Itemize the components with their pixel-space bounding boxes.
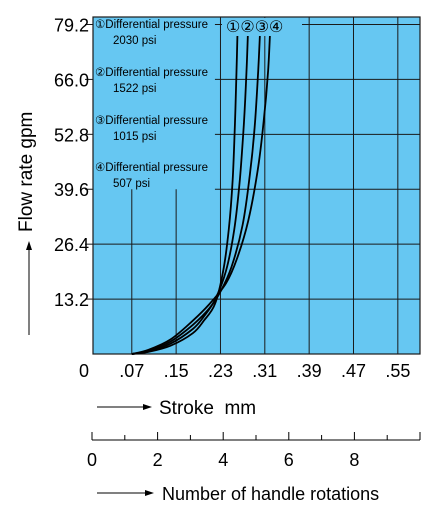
series-line — [131, 24, 262, 355]
x-tick-label: .07 — [119, 361, 144, 381]
curve-label-box — [222, 18, 302, 36]
legend-entry-value: 1522 psi — [113, 83, 156, 95]
x-tick-label: .55 — [385, 361, 410, 381]
x2-tick-label: 6 — [284, 450, 294, 470]
y-axis-arrowhead — [26, 241, 32, 250]
series-line — [131, 24, 250, 355]
x-tick-labels: 0 .07 .15 .23 .31 .39 .47 .55 — [79, 361, 410, 381]
plot-border — [92, 16, 421, 355]
x-axis-title: Stroke mm — [159, 398, 256, 419]
series-line — [131, 24, 272, 355]
y-tick-label: 79.2 — [54, 15, 89, 35]
x-tick-label: .39 — [297, 361, 322, 381]
x-tick-label: .31 — [252, 361, 277, 381]
x2-axis-arrowhead — [145, 490, 154, 496]
legend-entry-title: ①Differential pressure — [95, 19, 208, 31]
legend-entry-value: 1015 psi — [113, 131, 156, 143]
x2-tick-label: 4 — [218, 450, 228, 470]
curve-number-labels-text: ①②③④ — [226, 19, 283, 36]
legend-entry-title: ③Differential pressure — [95, 115, 208, 127]
x2-tick-label: 8 — [349, 450, 359, 470]
y-tick-label: 39.6 — [54, 180, 89, 200]
x2-axis-title-group: Number of handle rotations — [97, 484, 379, 504]
x2-tick-label: 2 — [153, 450, 163, 470]
y-axis-title-group: Flow rate gpm — [16, 112, 37, 335]
legend: ①Differential pressure 2030 psi ②Different… — [95, 19, 208, 190]
x-tick-label: .23 — [208, 361, 233, 381]
x-tick-label: 0 — [79, 361, 89, 381]
x-axis-arrowhead — [143, 404, 152, 410]
legend-entry-value: 2030 psi — [113, 35, 156, 47]
y-tick-labels: 13.2 26.4 39.6 52.8 66.0 79.2 — [54, 15, 89, 310]
grid-lines — [85, 16, 421, 355]
x-axis-title-group: Stroke mm — [97, 398, 256, 419]
y-tick-label: 13.2 — [54, 290, 89, 310]
x-tick-label: .47 — [341, 361, 366, 381]
x2-axis-title: Number of handle rotations — [162, 484, 379, 504]
legend-entry-title: ④Differential pressure — [95, 162, 208, 174]
series-curves — [131, 24, 272, 355]
curve-number-labels: ①②③④ — [222, 18, 302, 36]
legend-entry-title: ②Differential pressure — [95, 67, 208, 79]
y-tick-label: 52.8 — [54, 125, 89, 145]
y-tick-label: 66.0 — [54, 70, 89, 90]
handle-rotation-axis: 0 2 4 6 8 — [87, 432, 421, 470]
x2-tick-label: 0 — [87, 450, 97, 470]
legend-entry-value: 507 psi — [113, 178, 150, 190]
y-tick-label: 26.4 — [54, 235, 89, 255]
x-tick-label: .15 — [164, 361, 189, 381]
plot-area — [93, 17, 420, 354]
y-axis-title: Flow rate gpm — [16, 112, 37, 232]
